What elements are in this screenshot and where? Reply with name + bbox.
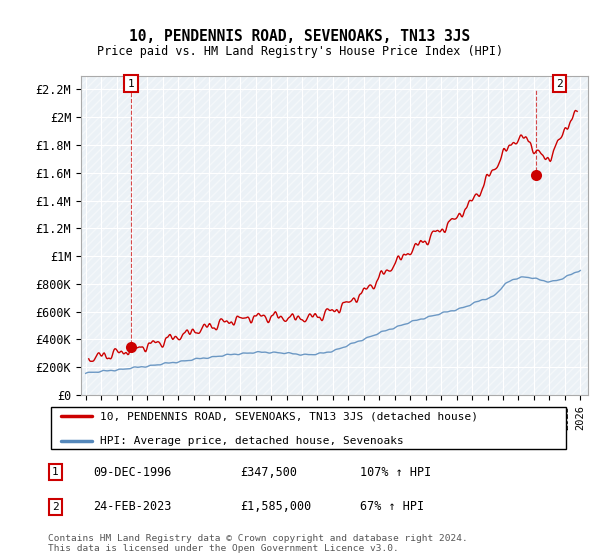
Text: £347,500: £347,500 bbox=[240, 465, 297, 479]
FancyBboxPatch shape bbox=[50, 407, 566, 449]
Text: 1: 1 bbox=[52, 467, 59, 477]
Text: 24-FEB-2023: 24-FEB-2023 bbox=[93, 500, 172, 514]
Text: HPI: Average price, detached house, Sevenoaks: HPI: Average price, detached house, Seve… bbox=[100, 436, 404, 446]
Text: £1,585,000: £1,585,000 bbox=[240, 500, 311, 514]
Text: Price paid vs. HM Land Registry's House Price Index (HPI): Price paid vs. HM Land Registry's House … bbox=[97, 45, 503, 58]
Text: 2: 2 bbox=[556, 78, 563, 88]
Text: 1: 1 bbox=[128, 78, 134, 88]
Text: 67% ↑ HPI: 67% ↑ HPI bbox=[360, 500, 424, 514]
Text: Contains HM Land Registry data © Crown copyright and database right 2024.
This d: Contains HM Land Registry data © Crown c… bbox=[48, 534, 468, 553]
Text: 107% ↑ HPI: 107% ↑ HPI bbox=[360, 465, 431, 479]
Text: 2: 2 bbox=[52, 502, 59, 512]
Text: 10, PENDENNIS ROAD, SEVENOAKS, TN13 3JS: 10, PENDENNIS ROAD, SEVENOAKS, TN13 3JS bbox=[130, 29, 470, 44]
Text: 10, PENDENNIS ROAD, SEVENOAKS, TN13 3JS (detached house): 10, PENDENNIS ROAD, SEVENOAKS, TN13 3JS … bbox=[100, 412, 478, 421]
Text: 09-DEC-1996: 09-DEC-1996 bbox=[93, 465, 172, 479]
